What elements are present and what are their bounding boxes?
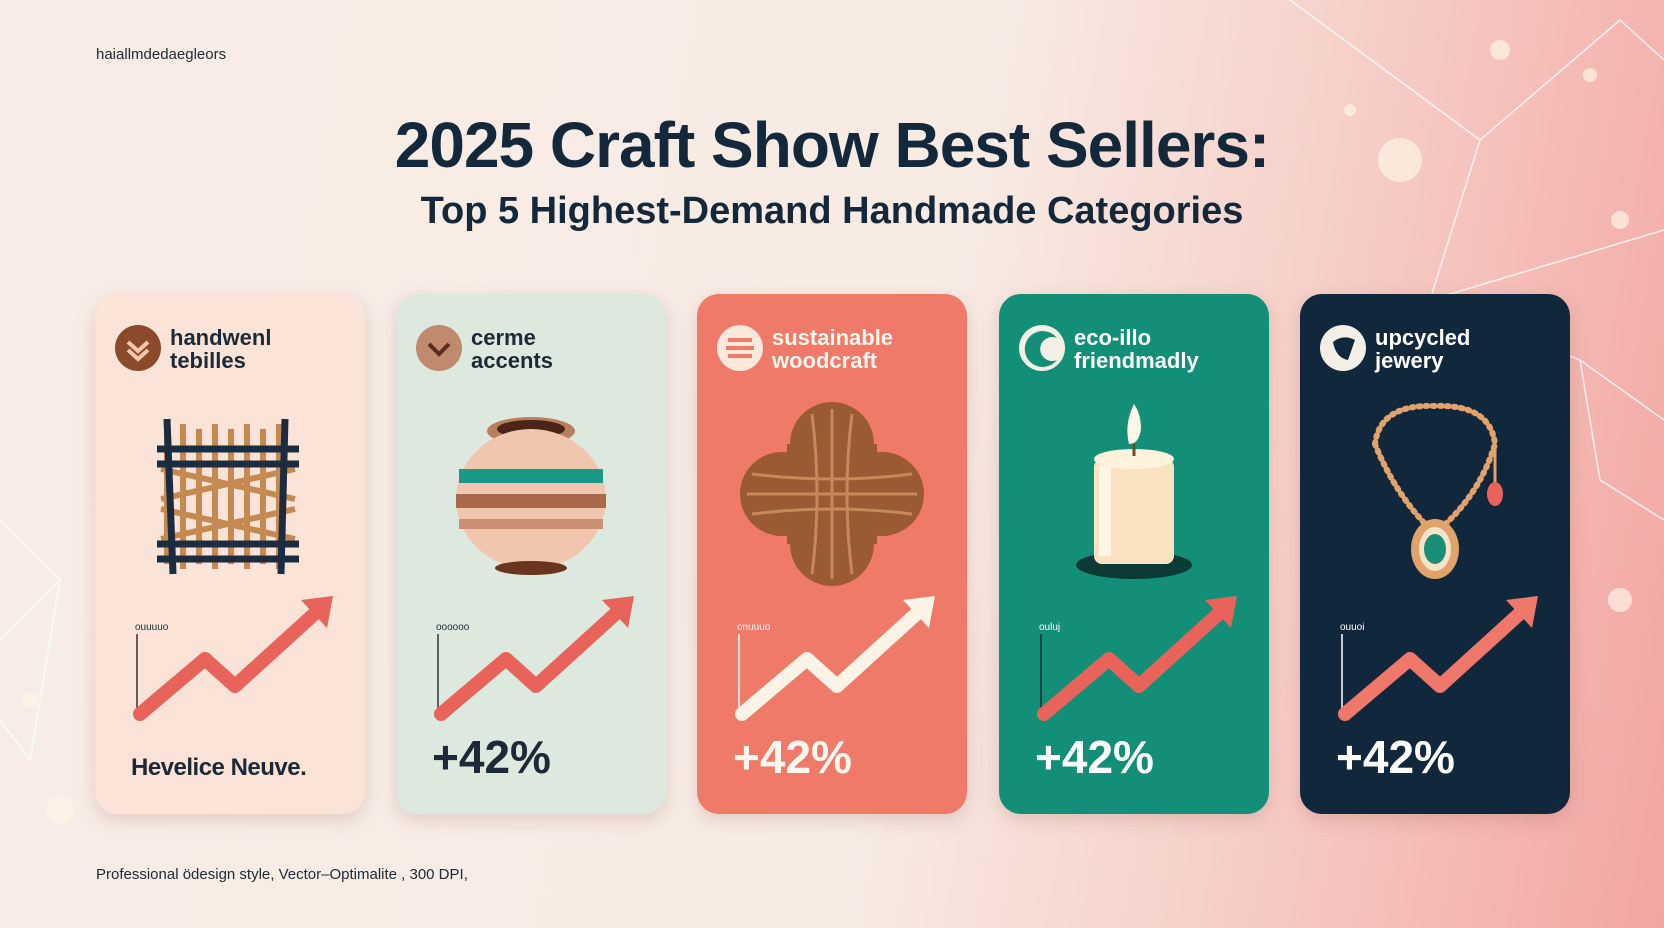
decoration-polyline	[126, 348, 150, 362]
chart-label: ouuoi	[1340, 622, 1365, 633]
decoration-line	[160, 466, 296, 502]
decoration-rect	[1094, 459, 1174, 564]
title-line: eco-illo	[1074, 325, 1152, 350]
decoration-polyline	[0, 519, 62, 641]
title-line: tebilles	[170, 348, 246, 373]
decoration-path	[1024, 331, 1057, 367]
card-title: eco-illo friendmadly	[1074, 326, 1199, 372]
decoration-rect	[459, 519, 603, 529]
card-stat: +42%	[432, 731, 551, 783]
title-line: handwenl	[170, 325, 272, 350]
decoration-path	[1127, 404, 1141, 444]
subtitle: Top 5 Highest-Demand Handmade Categories	[420, 190, 1244, 232]
title-line: friendmadly	[1074, 348, 1199, 373]
card-title: handwenl tebilles	[170, 326, 271, 372]
chart-label: ouuuuo	[135, 622, 169, 633]
decoration-polygon	[1506, 596, 1538, 628]
decoration-polygon	[903, 596, 935, 628]
card-stat: +42%	[1336, 731, 1455, 783]
decoration-polyline	[0, 579, 61, 762]
card-stat: +42%	[1035, 731, 1154, 783]
title-line: sustainable	[772, 325, 894, 350]
decoration-ellipse	[1487, 482, 1503, 506]
decoration-circle	[22, 692, 38, 708]
decoration-rect	[1099, 466, 1111, 556]
decoration-path	[845, 413, 854, 575]
card: eco-illo friendmadly ouluj +42%	[999, 294, 1269, 814]
card-title: sustainable woodcraft	[772, 326, 893, 372]
decoration-path	[751, 507, 913, 516]
decoration-line	[277, 418, 289, 575]
decoration-path	[751, 472, 913, 481]
decoration-polyline	[1579, 359, 1664, 521]
decoration-polygon	[602, 596, 634, 628]
decoration-path	[1372, 402, 1499, 532]
decoration-circle	[1490, 40, 1510, 60]
decoration-polyline	[1037, 599, 1234, 721]
decoration-path	[810, 413, 819, 575]
title-line: jewery	[1375, 348, 1444, 373]
decoration-circle	[115, 325, 161, 371]
title-line: cerme	[471, 325, 536, 350]
card-art	[1320, 325, 1538, 721]
decoration-polyline	[1289, 0, 1664, 141]
card-art	[717, 325, 935, 721]
card: sustainable woodcraft onuuuo +42%	[697, 294, 967, 814]
card: cerme accents oooooo +42%	[396, 294, 666, 814]
decoration-line	[160, 506, 296, 542]
title-line: woodcraft	[772, 348, 878, 373]
decoration-ellipse	[1424, 534, 1446, 564]
title-line: upcycled	[1375, 325, 1471, 350]
card-title: cerme accents	[471, 326, 553, 372]
chart-label: oooooo	[436, 622, 470, 633]
decoration-circle	[1608, 588, 1632, 612]
card-stat: Hevelice Neuve.	[131, 754, 307, 781]
footer: Professional ödesign style, Vector–Optim…	[96, 866, 468, 883]
decoration-ellipse	[1094, 449, 1174, 469]
chart-label: onuuuo	[737, 622, 771, 633]
card: handwenl tebilles ouuuuo Hevelice Neuve.	[95, 294, 365, 814]
decoration-polyline	[133, 599, 330, 721]
decoration-polygon	[1205, 596, 1237, 628]
decoration-rect	[456, 494, 606, 508]
decoration-circle	[1378, 138, 1422, 182]
title: 2025 Craft Show Best Sellers:	[394, 109, 1270, 181]
decoration-g	[726, 338, 754, 358]
decoration-path	[1333, 337, 1355, 360]
decoration-ellipse	[495, 561, 567, 575]
card-stat: +42%	[733, 731, 852, 783]
decoration-polyline	[126, 340, 150, 354]
decoration-polyline	[427, 342, 451, 357]
card-title: upcycled jewery	[1375, 326, 1470, 372]
decoration-polyline	[735, 599, 932, 721]
decoration-circle	[1344, 104, 1356, 116]
card: upcycled jewery ouuoi +42%	[1300, 294, 1570, 814]
decoration-line	[163, 418, 177, 575]
decoration-rect	[459, 469, 603, 483]
decoration-g	[747, 409, 917, 579]
decoration-circle	[416, 325, 462, 371]
decoration-g	[157, 418, 299, 575]
decoration-circle	[1583, 68, 1597, 82]
decoration-circle	[1611, 211, 1629, 229]
decoration-polygon	[301, 596, 333, 628]
decoration-polyline	[434, 599, 631, 721]
decoration-polyline	[1338, 599, 1535, 721]
card-art	[115, 325, 333, 721]
decoration-circle	[46, 796, 74, 824]
card-art	[1019, 325, 1237, 721]
card-art	[416, 325, 634, 721]
brand: haiallmdedaegleors	[96, 46, 227, 63]
title-line: accents	[471, 348, 553, 373]
chart-label: ouluj	[1039, 622, 1061, 633]
